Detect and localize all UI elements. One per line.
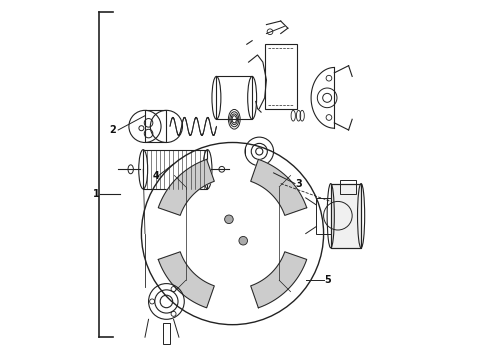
Circle shape [224,215,233,224]
Polygon shape [251,252,307,308]
Polygon shape [158,252,214,308]
Bar [331,184,361,248]
Text: 2: 2 [109,125,116,135]
Text: 4: 4 [152,171,159,181]
Polygon shape [158,159,214,215]
Circle shape [239,237,247,245]
Bar [317,198,331,234]
Bar [331,184,361,248]
Text: 1: 1 [94,189,100,199]
Bar [145,111,167,143]
Text: 3: 3 [295,179,302,189]
Bar [143,150,207,189]
Text: 5: 5 [324,275,331,285]
Polygon shape [251,159,307,215]
Bar [265,44,297,109]
Bar [163,323,170,344]
Bar [217,76,252,119]
Bar [340,180,356,194]
